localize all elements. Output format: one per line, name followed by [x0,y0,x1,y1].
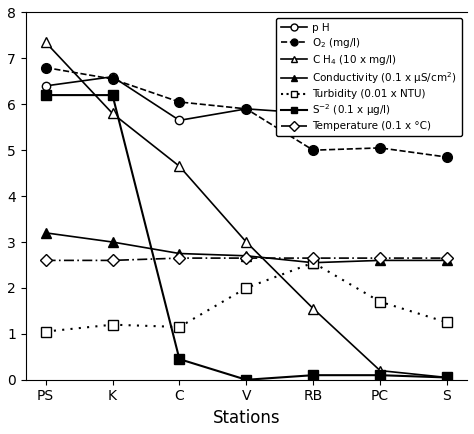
X-axis label: Stations: Stations [212,409,280,427]
Legend: p H, O$_2$ (mg/l), C H$_4$ (10 x mg/l), Conductivity (0.1 x μS/cm$^2$), Turbidit: p H, O$_2$ (mg/l), C H$_4$ (10 x mg/l), … [276,18,462,136]
